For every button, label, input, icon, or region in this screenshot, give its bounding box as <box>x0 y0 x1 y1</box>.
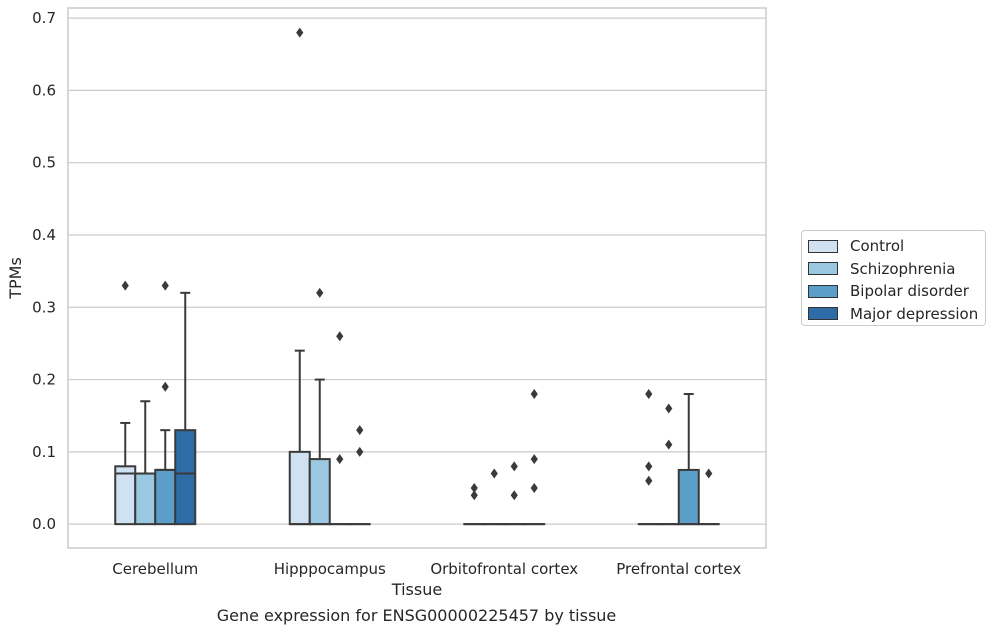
box-bipolar-disorder <box>154 280 177 526</box>
x-tick-label: Prefrontal cortex <box>616 560 741 578</box>
gridlines <box>68 17 766 525</box>
box-body <box>174 429 197 526</box>
box-major-depression <box>348 425 371 526</box>
x-tick-label: Orbitofrontal cortex <box>430 560 578 578</box>
y-axis-label: TPMs <box>6 257 25 300</box>
x-tick-label: Hipppocampus <box>274 560 386 578</box>
box-schizophrenia <box>134 400 157 526</box>
box-body <box>154 468 177 526</box>
outlier-point <box>336 331 344 342</box>
box-schizophrenia <box>308 287 331 526</box>
box-control <box>114 280 137 526</box>
figure-caption: Gene expression for ENSG00000225457 by t… <box>216 606 617 625</box>
box-body <box>677 468 700 526</box>
outlier-point <box>510 490 518 501</box>
outlier-point <box>470 490 478 501</box>
outlier-point <box>121 280 129 291</box>
y-tick-label: 0.2 <box>32 371 56 389</box>
box-control <box>463 483 486 526</box>
x-tick-labels: Cerebellum Hipppocampus Orbitofrontal cort… <box>112 560 741 578</box>
legend-swatch <box>808 284 838 298</box>
legend-label: Major depression <box>850 304 979 323</box>
outlier-point <box>490 468 498 479</box>
outlier-point <box>665 403 673 414</box>
x-axis-label: Tissue <box>391 580 442 599</box>
legend: Control Schizophrenia Bipolar disorder Majo… <box>801 230 986 326</box>
outlier-point <box>336 454 344 465</box>
box-major-depression <box>523 389 546 526</box>
box-bipolar-disorder <box>503 461 526 526</box>
outlier-point <box>530 454 538 465</box>
y-tick-labels: 0.0 0.1 0.2 0.3 0.4 0.5 0.6 0.7 <box>32 9 56 533</box>
outlier-point <box>530 483 538 493</box>
outlier-point <box>356 425 364 436</box>
y-tick-label: 0.4 <box>32 226 56 244</box>
legend-label: Schizophrenia <box>850 259 956 278</box>
legend-label: Bipolar disorder <box>850 282 969 301</box>
y-tick-label: 0.0 <box>32 515 56 533</box>
y-tick-label: 0.3 <box>32 298 56 316</box>
outlier-point <box>296 27 304 38</box>
outlier-point <box>470 483 478 493</box>
outlier-point <box>705 468 713 479</box>
box-body <box>308 458 331 526</box>
legend-item: Bipolar disorder <box>808 280 979 303</box>
legend-item: Schizophrenia <box>808 258 979 281</box>
outlier-point <box>510 461 518 472</box>
y-tick-label: 0.5 <box>32 154 56 172</box>
outlier-point <box>161 280 169 291</box>
box-control <box>637 389 660 526</box>
y-tick-label: 0.6 <box>32 81 56 99</box>
outlier-point <box>645 475 653 486</box>
outlier-point <box>356 446 364 457</box>
box-bipolar-disorder <box>677 393 700 526</box>
legend-item: Control <box>808 235 979 258</box>
outlier-point <box>645 389 653 400</box>
box-schizophrenia <box>483 468 506 526</box>
outlier-point <box>530 389 538 400</box>
legend-swatch <box>808 239 838 253</box>
legend-swatch <box>808 307 838 321</box>
box-control <box>288 27 311 526</box>
outlier-point <box>316 287 324 298</box>
outlier-point <box>665 439 673 450</box>
box-body <box>114 465 137 526</box>
box-groups <box>114 27 720 526</box>
outlier-point <box>645 461 653 472</box>
plot-area-frame <box>67 7 767 549</box>
box-major-depression <box>174 291 197 526</box>
legend-item: Major depression <box>808 303 979 326</box>
legend-label: Control <box>850 237 905 256</box>
box-major-depression <box>697 468 720 526</box>
y-tick-label: 0.1 <box>32 443 56 461</box>
box-body <box>134 472 157 526</box>
box-schizophrenia <box>657 403 680 526</box>
box-bipolar-disorder <box>328 331 351 526</box>
legend-swatch <box>808 262 838 276</box>
outlier-point <box>161 381 169 392</box>
x-tick-label: Cerebellum <box>112 560 198 578</box>
box-body <box>288 450 311 526</box>
y-tick-label: 0.7 <box>32 9 56 27</box>
